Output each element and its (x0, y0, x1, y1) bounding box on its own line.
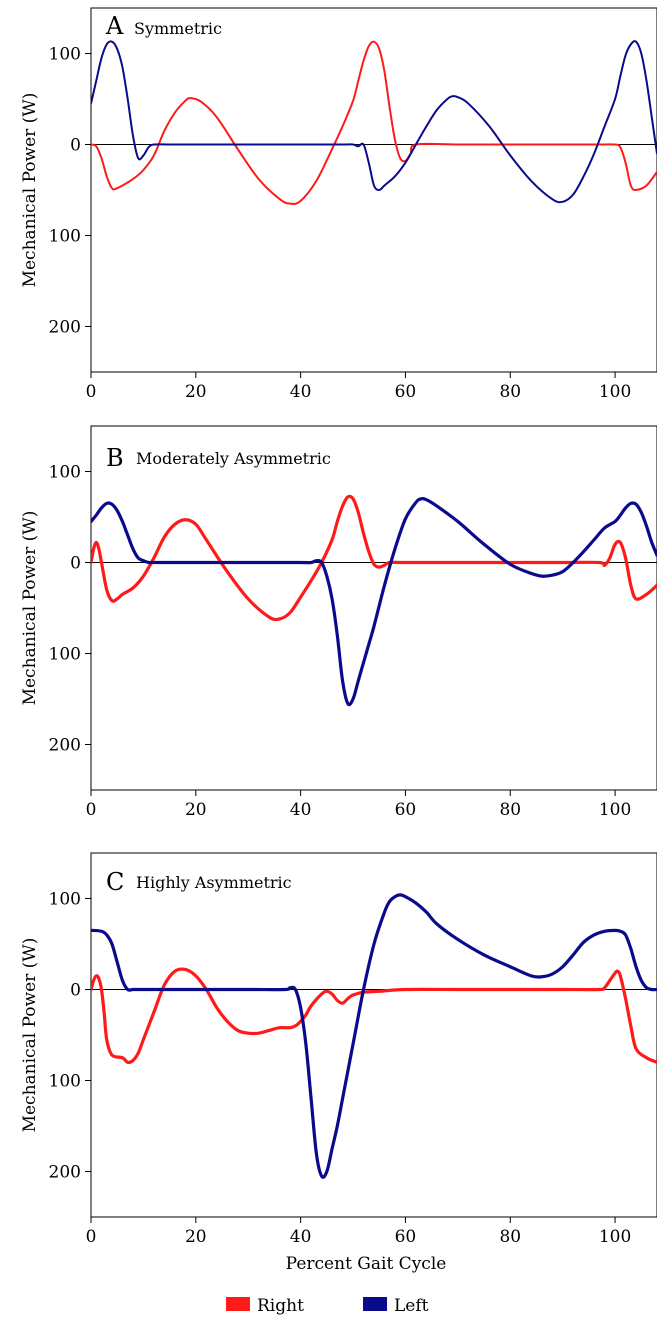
x-axis-title: Percent Gait Cycle (286, 1254, 447, 1274)
legend-swatch-right (226, 1297, 250, 1311)
y-tick-label: 0 (70, 554, 81, 574)
y-tick-label: 200 (49, 736, 81, 756)
x-tick-label: 80 (499, 800, 521, 820)
series-line-left (91, 496, 657, 707)
x-tick-label: 0 (86, 1227, 97, 1247)
legend-label-left: Left (394, 1296, 429, 1316)
series-line-right (91, 40, 657, 205)
y-tick-label: 0 (70, 136, 81, 156)
panel-title: Symmetric (134, 19, 222, 38)
y-axis-title: Mechanical Power (W) (20, 511, 40, 706)
x-tick-label: 20 (185, 382, 207, 402)
panel-title: Highly Asymmetric (136, 873, 292, 892)
y-tick-label: 100 (49, 1072, 81, 1092)
y-axis-title: Mechanical Power (W) (20, 938, 40, 1133)
plot-frame (90, 425, 657, 791)
series-group (91, 40, 657, 205)
y-tick-label: 100 (49, 227, 81, 247)
x-tick-label: 100 (599, 1227, 631, 1247)
y-tick-label: 200 (49, 1163, 81, 1183)
panel-b: B Moderately Asymmetric Mechanical Power… (20, 425, 657, 821)
panel-a: A Symmetric Mechanical Power (W) 1000100… (20, 7, 657, 403)
x-tick-label: 60 (395, 382, 417, 402)
x-tick-label: 80 (499, 1227, 521, 1247)
series-line-left (91, 40, 657, 204)
x-tick-label: 40 (290, 1227, 312, 1247)
panel-letter: B (106, 444, 124, 472)
x-tick-label: 20 (185, 800, 207, 820)
y-tick-label: 0 (70, 981, 81, 1001)
series-line-left (91, 893, 657, 1179)
series-group (91, 893, 657, 1179)
ticks: 100 0 100 200 0 20 40 60 80 100 (49, 45, 632, 403)
panel-title: Moderately Asymmetric (136, 449, 331, 468)
legend-item-right: Right (226, 1296, 304, 1316)
x-tick-label: 100 (599, 800, 631, 820)
legend-item-left: Left (363, 1296, 429, 1316)
legend-label-right: Right (257, 1296, 304, 1316)
x-tick-label: 0 (86, 800, 97, 820)
x-tick-label: 20 (185, 1227, 207, 1247)
plot-frame (90, 7, 657, 373)
panel-letter: A (105, 12, 124, 40)
y-tick-label: 100 (49, 890, 81, 910)
x-tick-label: 0 (86, 382, 97, 402)
y-tick-label: 100 (49, 45, 81, 65)
ticks: 100 0 100 200 0 20 40 60 80 100 (49, 890, 632, 1248)
series-line-right (91, 494, 657, 622)
x-tick-label: 40 (290, 800, 312, 820)
y-tick-label: 100 (49, 463, 81, 483)
y-axis-title: Mechanical Power (W) (20, 93, 40, 288)
x-tick-label: 100 (599, 382, 631, 402)
x-tick-label: 60 (395, 800, 417, 820)
y-tick-label: 100 (49, 645, 81, 665)
legend-swatch-left (363, 1297, 387, 1311)
series-line-right (91, 967, 657, 1065)
legend: Right Left (226, 1296, 429, 1316)
ticks: 100 0 100 200 0 20 40 60 80 100 (49, 463, 632, 821)
plot-frame (90, 852, 657, 1218)
x-tick-label: 40 (290, 382, 312, 402)
y-tick-label: 200 (49, 318, 81, 338)
series-group (91, 494, 657, 707)
x-tick-label: 60 (395, 1227, 417, 1247)
x-tick-label: 80 (499, 382, 521, 402)
panel-c: C Highly Asymmetric Mechanical Power (W)… (20, 852, 657, 1248)
panel-letter: C (106, 868, 124, 896)
